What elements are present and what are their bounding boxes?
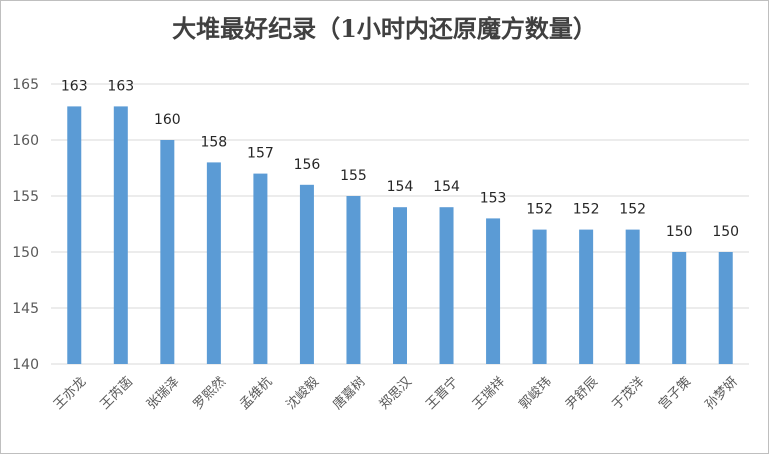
category-label: 郑思汉	[377, 374, 415, 412]
bars	[67, 106, 733, 365]
x-axis-category-labels: 王亦龙 王芮菡 张瑞泽 罗熙然 孟维杭 沈峻毅 唐嘉树 郑思汉 王晋宁 王瑞祥 郭峻玮 尹舒辰 于茂洋宫…	[50, 374, 740, 413]
data-label: 154	[433, 179, 460, 195]
bar	[206, 162, 221, 364]
category-label: 孟维杭	[237, 374, 275, 412]
data-label: 154	[387, 179, 414, 195]
data-label: 163	[61, 78, 88, 94]
category-label: 王亦龙	[50, 374, 89, 413]
category-label: 罗熙然	[190, 374, 229, 413]
y-tick-label: 155	[12, 189, 39, 205]
chart-title: 大堆最好纪录（1小时内还原魔方数量）	[172, 14, 597, 43]
bar	[672, 252, 687, 364]
category-label: 唐嘉树	[330, 374, 369, 413]
data-label: 156	[294, 157, 321, 173]
data-label: 152	[526, 202, 553, 218]
bar	[67, 106, 82, 365]
y-tick-label: 165	[12, 77, 39, 93]
bar	[346, 196, 361, 364]
bar	[253, 173, 268, 364]
category-label: 于茂洋	[610, 374, 648, 412]
category-label: 王芮菡	[97, 374, 136, 413]
category-label: 王瑞祥	[470, 374, 508, 412]
data-label: 157	[247, 146, 274, 162]
data-label: 150	[666, 224, 693, 240]
category-label: 张瑞泽	[144, 374, 182, 412]
data-label: 153	[480, 190, 507, 206]
bar	[486, 218, 501, 364]
data-label: 158	[200, 134, 227, 150]
category-label: 尹舒辰	[563, 374, 601, 412]
bar	[160, 140, 175, 364]
bar	[718, 252, 733, 364]
y-tick-label: 140	[12, 357, 39, 373]
category-label: 宫子策	[655, 374, 694, 413]
category-label: 沈峻毅	[283, 374, 322, 413]
bar	[393, 207, 407, 364]
data-label: 152	[573, 202, 600, 218]
data-label: 160	[154, 112, 181, 128]
category-label: 王晋宁	[423, 374, 462, 413]
bar	[579, 229, 594, 364]
category-label: 孙梦妍	[703, 374, 741, 412]
bar	[439, 207, 454, 364]
data-label: 152	[619, 202, 646, 218]
bar	[532, 229, 547, 364]
data-label: 150	[712, 224, 739, 240]
category-label: 郭峻玮	[516, 374, 555, 413]
bar	[299, 184, 314, 364]
data-labels: 163 163 160 158 157 156 155 154 154 153 152 152 152 1…	[61, 78, 739, 240]
y-axis-tick-labels: 140 145 150 155 160 165	[12, 77, 39, 373]
bar	[625, 229, 640, 364]
data-label: 163	[107, 78, 134, 94]
y-tick-label: 145	[12, 301, 39, 317]
bar	[113, 106, 128, 365]
y-tick-label: 150	[12, 245, 39, 261]
data-label: 155	[340, 168, 367, 184]
y-tick-label: 160	[12, 133, 39, 149]
